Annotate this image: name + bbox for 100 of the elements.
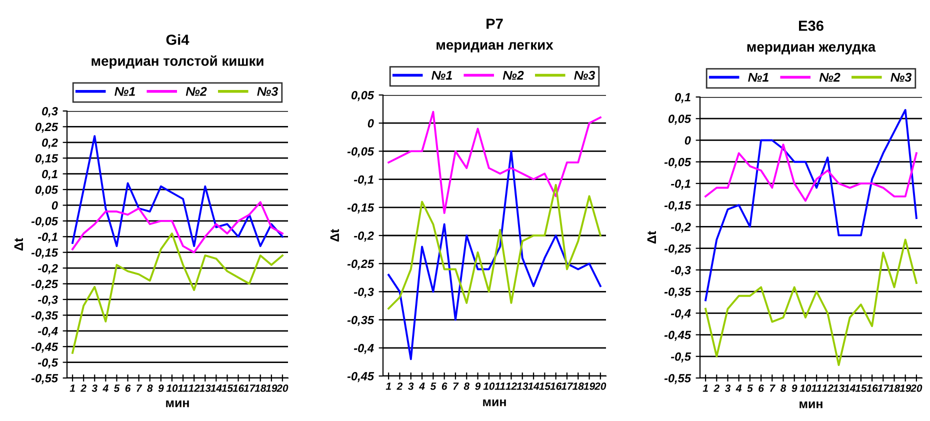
y-tick-label: 0,15 <box>35 154 58 164</box>
y-tick-label: 0,2 <box>42 138 58 149</box>
y-tick-label: -0,2 <box>38 264 58 274</box>
x-tick-label: 11 <box>811 384 822 392</box>
x-tick-label: 2 <box>80 384 86 392</box>
y-tick-label: -0,15 <box>664 201 692 212</box>
x-tick-label: 2 <box>714 384 720 392</box>
legend-label: №1 <box>432 70 452 80</box>
x-tick-label: 13 <box>833 384 844 392</box>
x-tick-label: 9 <box>792 384 798 392</box>
y-tick-label: -0,35 <box>31 311 58 322</box>
y-tick-label: -0,4 <box>670 309 691 320</box>
y-tick-label: -0,55 <box>31 374 58 384</box>
y-tick-label: -0,45 <box>664 330 692 341</box>
x-tick-label: 1 <box>702 384 708 392</box>
y-tick-label: -0,3 <box>354 288 374 298</box>
chart-subtitle: меридиан толстой кишки <box>92 55 264 69</box>
x-tick-label: 3 <box>92 384 98 392</box>
x-tick-label: 20 <box>276 384 288 392</box>
legend-label: №2 <box>819 72 840 82</box>
y-tick-label: -0,05 <box>347 147 374 158</box>
x-tick-label: 14 <box>528 382 540 390</box>
x-tick-label: 13 <box>516 382 528 390</box>
y-tick-label: -0,45 <box>31 342 58 353</box>
chart-subtitle: меридиан желудка <box>747 44 876 54</box>
x-tick-label: 9 <box>475 382 481 390</box>
x-tick-label: 8 <box>780 384 786 392</box>
y-tick-label: -0,25 <box>31 280 58 290</box>
x-tick-label: 5 <box>430 382 436 390</box>
y-tick-label: 0,1 <box>42 170 58 180</box>
x-tick-label: 12 <box>188 384 200 392</box>
legend-label: №1 <box>748 72 768 82</box>
line-series <box>704 108 918 302</box>
x-tick-label: 8 <box>464 382 470 390</box>
y-tick-label: -0,15 <box>31 248 58 258</box>
x-axis-title: мин <box>483 400 506 406</box>
y-tick-label: 0,05 <box>35 186 58 196</box>
x-tick-label: 11 <box>494 382 505 390</box>
legend-label: №2 <box>502 70 524 80</box>
y-tick-label: -0,25 <box>664 244 692 254</box>
y-tick-label: -0,1 <box>354 175 374 186</box>
x-tick-label: 4 <box>418 382 425 390</box>
line-series <box>72 201 284 254</box>
x-tick-label: 17 <box>878 384 890 392</box>
x-axis-title: мин <box>166 400 189 408</box>
x-tick-label: 16 <box>232 384 244 392</box>
x-tick-label: 12 <box>506 382 517 390</box>
x-tick-label: 13 <box>200 384 211 392</box>
x-tick-label: 18 <box>888 384 900 392</box>
x-tick-label: 10 <box>800 384 812 392</box>
line-series <box>388 184 602 310</box>
y-tick-label: -0,5 <box>670 352 692 362</box>
y-tick-label: -0,4 <box>38 326 58 337</box>
x-tick-label: 1 <box>386 382 391 390</box>
x-tick-label: 15 <box>539 382 551 390</box>
x-tick-label: 19 <box>584 382 596 390</box>
y-tick-label: -0,3 <box>670 266 691 276</box>
y-tick-label: -0,05 <box>31 216 58 228</box>
y-tick-label: 0,3 <box>42 107 58 118</box>
line-series <box>704 238 918 366</box>
y-tick-label: 0,05 <box>351 91 374 102</box>
x-tick-label: 16 <box>866 384 878 392</box>
chart-subtitle: меридиан легких <box>436 42 554 52</box>
x-tick-label: 10 <box>166 384 178 392</box>
y-tick-label: -0,55 <box>664 374 692 384</box>
x-tick-label: 4 <box>102 384 108 392</box>
y-tick-label: -0,4 <box>354 344 374 354</box>
legend-label: №1 <box>114 87 135 96</box>
x-tick-label: 19 <box>900 384 912 392</box>
x-tick-label: 15 <box>222 384 234 392</box>
x-tick-label: 16 <box>550 382 562 390</box>
y-tick-label: -0,2 <box>354 232 374 242</box>
y-tick-label: -0,15 <box>347 203 374 214</box>
x-tick-label: 1 <box>70 384 75 392</box>
x-tick-label: 14 <box>844 384 856 392</box>
legend-label: №3 <box>257 87 278 96</box>
x-tick-label: 20 <box>910 384 922 392</box>
x-tick-label: 5 <box>114 384 120 392</box>
y-tick-label: -0,5 <box>38 358 58 368</box>
line-series <box>388 150 602 360</box>
y-tick-label: -0,25 <box>347 260 374 270</box>
line-series <box>704 144 918 202</box>
x-axis-title: мин <box>800 402 822 408</box>
x-tick-label: 7 <box>453 382 459 390</box>
y-tick-label: -0,35 <box>347 316 374 326</box>
x-tick-label: 6 <box>442 382 448 390</box>
y-tick-label: 0,25 <box>35 122 58 133</box>
x-tick-label: 5 <box>747 384 753 392</box>
x-tick-label: 15 <box>855 384 867 392</box>
chart-title: E36 <box>799 20 824 31</box>
y-tick-label: -0,3 <box>38 296 58 306</box>
legend-label: №2 <box>186 87 207 96</box>
x-tick-label: 6 <box>758 384 764 392</box>
y-tick-label: 0 <box>684 136 691 145</box>
x-tick-label: 18 <box>572 382 584 390</box>
y-tick-label: 0,05 <box>668 114 692 125</box>
x-tick-label: 6 <box>125 384 131 392</box>
chart-title: P7 <box>486 18 503 29</box>
y-tick-label: -0,1 <box>670 179 690 190</box>
x-tick-label: 7 <box>770 384 776 392</box>
